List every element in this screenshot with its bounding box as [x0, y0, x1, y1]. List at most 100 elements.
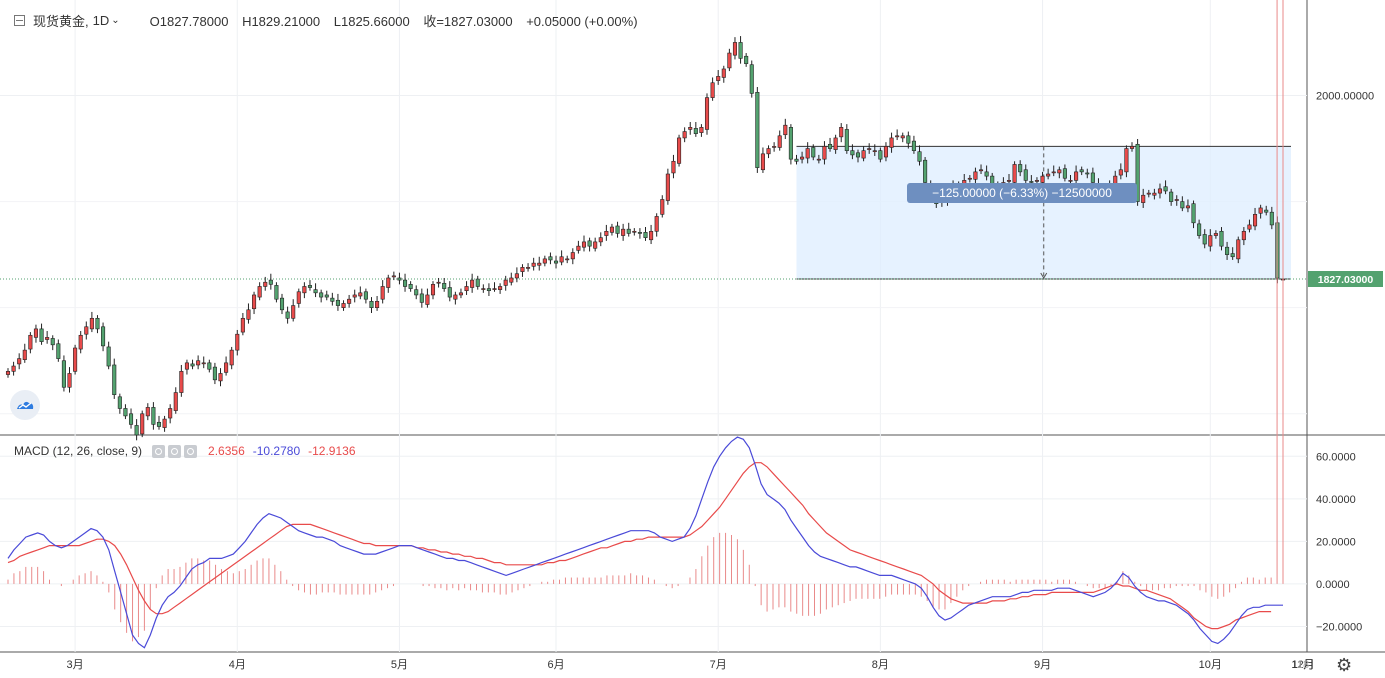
candle-body	[777, 135, 782, 148]
candle-body	[783, 124, 788, 136]
high-value: H1829.21000	[242, 14, 321, 29]
range-arrow-head	[1040, 272, 1048, 280]
candle-body	[201, 362, 206, 365]
measure-label-bg	[907, 183, 1137, 203]
candle-body	[212, 366, 217, 381]
candle-body	[1135, 143, 1140, 202]
candle-body	[727, 52, 732, 69]
candle-body	[190, 363, 195, 367]
candle-body	[397, 277, 402, 281]
candle-body	[391, 275, 396, 278]
timeframe-label[interactable]: 1D	[92, 13, 110, 28]
candle-body	[140, 413, 145, 435]
candle-body	[11, 365, 16, 372]
candle-body	[900, 135, 905, 139]
settings-icon[interactable]	[168, 444, 182, 458]
candle-body	[436, 281, 441, 284]
candle-body	[833, 137, 838, 150]
candle-body	[481, 288, 486, 290]
candle-body	[643, 232, 648, 238]
candle-body	[363, 291, 368, 300]
candle-body	[1085, 172, 1090, 175]
gear-icon[interactable]: ⚙	[1336, 655, 1353, 675]
macd-legend: MACD (12, 26, close, 9) 2.6356 -10.2780 …	[14, 444, 356, 458]
macd-tick-label: 60.0000	[1316, 451, 1356, 463]
candle-body	[274, 285, 279, 300]
time-tick-label: 6月	[547, 659, 564, 671]
candle-body	[1129, 146, 1135, 149]
candle-body	[106, 346, 111, 367]
candle-body	[224, 362, 229, 373]
candle-body	[587, 240, 592, 247]
visibility-icon[interactable]	[152, 444, 166, 458]
candle-body	[1191, 203, 1196, 224]
candle-body	[788, 127, 793, 160]
candle-body	[576, 245, 581, 251]
candle-body	[442, 282, 447, 289]
open-value: O1827.78000	[149, 14, 229, 29]
candle-body	[458, 292, 463, 296]
candle-body	[654, 216, 659, 232]
time-tick-label: 3月	[67, 659, 84, 671]
candle-body	[772, 146, 777, 148]
macd-line-value: -10.2780	[252, 444, 301, 458]
close-icon[interactable]	[184, 444, 198, 458]
candle-body	[1068, 180, 1073, 182]
time-tick-label: 8月	[872, 659, 889, 671]
candle-body	[721, 68, 726, 78]
candle-body	[855, 152, 861, 158]
candle-body	[386, 277, 391, 288]
candle-body	[1057, 169, 1062, 174]
candle-body	[1163, 186, 1168, 192]
candle-body	[822, 146, 827, 160]
price-tag-bg	[1308, 271, 1383, 288]
candle-body	[430, 284, 436, 296]
candle-body	[1169, 191, 1174, 202]
candle-body	[732, 42, 738, 56]
candle-body	[559, 256, 564, 263]
candle-body	[302, 286, 307, 294]
candle-body	[207, 362, 212, 370]
symbol-name[interactable]: 现货黄金,	[33, 14, 89, 29]
macd-title[interactable]: MACD (12, 26, close, 9)	[14, 444, 143, 458]
candle-body	[403, 279, 408, 287]
candle-body	[285, 311, 290, 319]
candle-body	[766, 148, 771, 155]
candle-body	[811, 147, 816, 158]
candle-body	[67, 373, 72, 388]
candle-body	[917, 151, 922, 162]
candle-body	[101, 326, 106, 347]
candle-body	[307, 285, 313, 288]
candle-body	[710, 82, 715, 98]
signal-line	[7, 462, 1272, 630]
candle-body	[375, 301, 380, 308]
candle-body	[906, 135, 911, 144]
collapse-icon[interactable]	[14, 15, 25, 26]
candle-body	[117, 396, 122, 409]
candle-body	[665, 173, 670, 201]
macd-signal-value: -12.9136	[308, 444, 356, 458]
time-tick-label: 10月	[1199, 659, 1222, 671]
candle-body	[598, 237, 603, 243]
candle-body	[291, 305, 296, 319]
candle-body	[168, 408, 173, 419]
candle-body	[520, 267, 525, 272]
candle-body	[112, 364, 117, 395]
candle-body	[84, 326, 89, 335]
indicator-controls	[152, 444, 200, 458]
candle-body	[5, 371, 11, 375]
candle-body	[335, 299, 340, 306]
tradingview-logo-icon[interactable]	[10, 390, 40, 420]
candle-body	[61, 360, 66, 388]
candle-body	[1118, 169, 1123, 176]
candle-body	[509, 277, 514, 283]
candle-body	[1219, 230, 1224, 247]
candle-body	[1236, 239, 1241, 260]
candle-body	[324, 294, 329, 298]
time-tick-label: 4月	[229, 659, 246, 671]
candle-body	[626, 228, 631, 234]
chevron-down-icon[interactable]: ⌄	[111, 15, 120, 26]
candle-body	[637, 232, 642, 234]
candle-body	[872, 150, 877, 152]
